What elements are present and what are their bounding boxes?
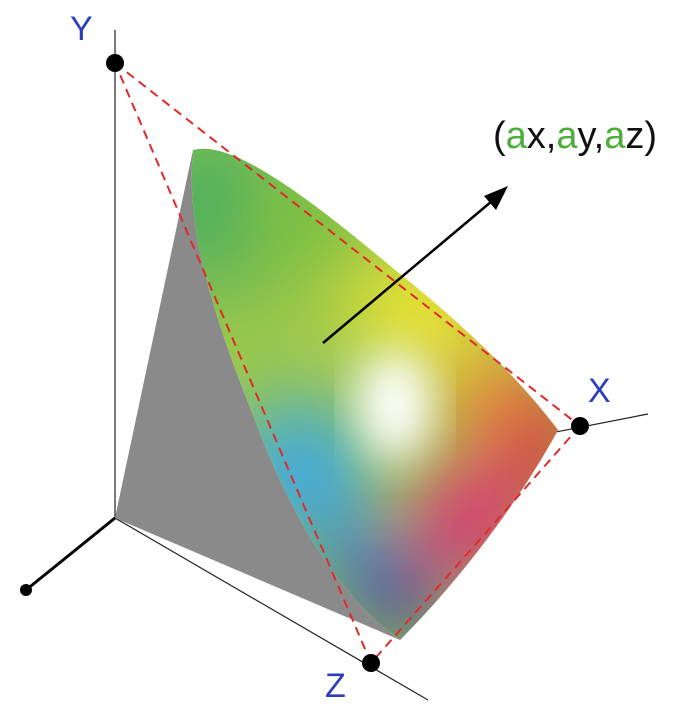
negative-axis-line [25,516,116,592]
coefficient-a: a [604,115,626,157]
dashed-edge-y-x [114,62,581,427]
x-unit-point [571,417,589,435]
gray-face [115,150,400,640]
x-axis-label: X [588,372,611,410]
y-unit-point [106,54,124,72]
arrow-head [484,186,508,210]
z-unit-point [362,654,380,672]
negative-axis-endpoint [20,584,32,596]
y-axis-label: Y [70,10,93,48]
coefficient-a: a [556,115,578,157]
coefficient-a: a [506,115,528,157]
dashed-triangle [114,62,581,664]
dashed-edge-z-y [114,62,372,664]
vector-arrow [322,186,508,344]
dashed-edge-x-z [370,425,581,664]
z-axis-label: Z [325,667,346,705]
vector-coordinate-label: (ax,ay,az) [493,115,657,157]
